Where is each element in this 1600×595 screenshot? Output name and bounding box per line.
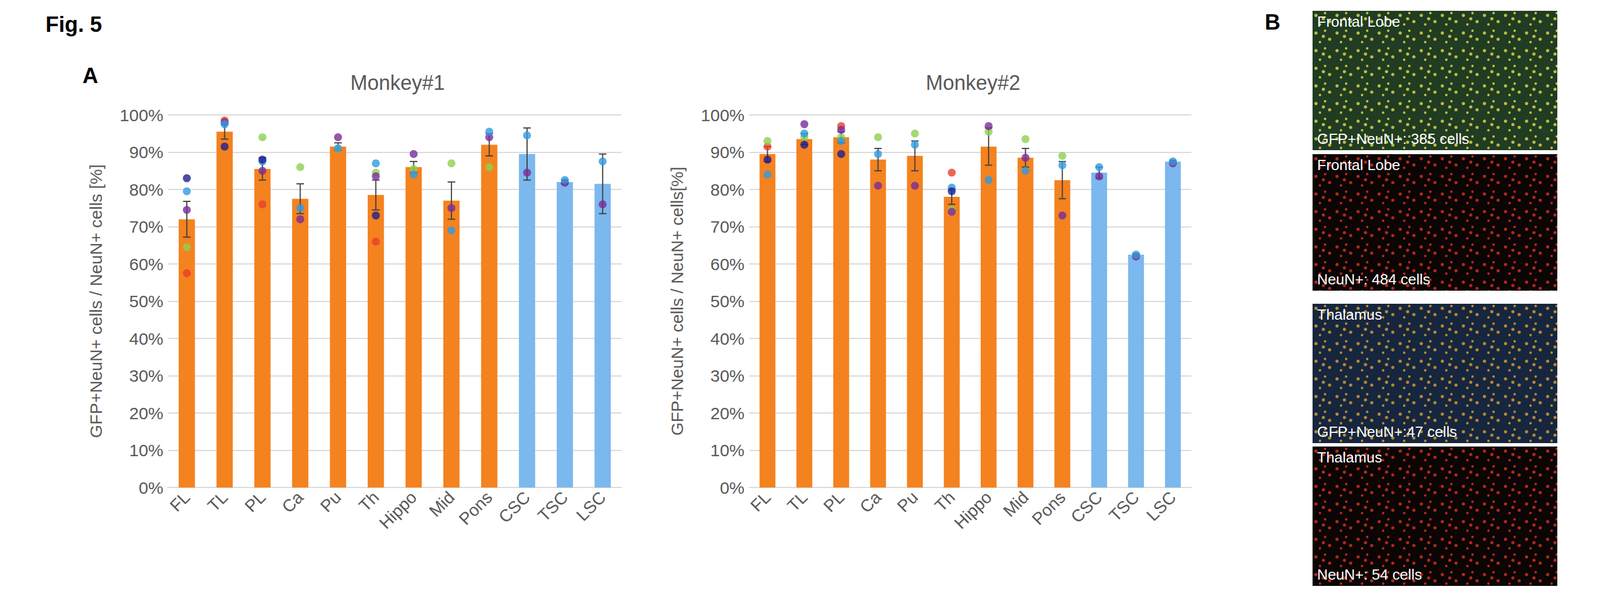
svg-text:100%: 100% xyxy=(700,105,745,125)
svg-text:TL: TL xyxy=(203,487,232,516)
html-text:GFP+NeuN+: 385 cells: GFP+NeuN+: 385 cells xyxy=(1317,130,1470,148)
svg-text:40%: 40% xyxy=(710,329,745,349)
svg-text:Th: Th xyxy=(355,487,383,516)
svg-text:20%: 20% xyxy=(710,404,745,423)
svg-text:TSC: TSC xyxy=(533,487,572,526)
svg-text:30%: 30% xyxy=(710,366,745,386)
svg-text:CSC: CSC xyxy=(495,487,534,527)
svg-text:Th: Th xyxy=(931,487,959,516)
svg-text:10%: 10% xyxy=(710,441,745,460)
svg-text:CSC: CSC xyxy=(1067,487,1106,527)
svg-text:90%: 90% xyxy=(710,142,745,162)
svg-text:GFP+NeuN+ cells / NeuN+ cells: GFP+NeuN+ cells / NeuN+ cells [%] xyxy=(86,164,106,439)
svg-text:70%: 70% xyxy=(129,217,164,237)
svg-text:Pu: Pu xyxy=(316,487,345,516)
html-text:A: A xyxy=(82,63,99,88)
svg-text:Pons: Pons xyxy=(455,487,497,529)
svg-text:40%: 40% xyxy=(129,329,164,349)
svg-text:FL: FL xyxy=(166,487,194,516)
html-text:NeuN+: 54 cells: NeuN+: 54 cells xyxy=(1317,566,1423,584)
html-text:Thalamus: Thalamus xyxy=(1317,449,1383,467)
svg-text:50%: 50% xyxy=(710,291,745,311)
svg-text:Monkey#1: Monkey#1 xyxy=(350,71,445,95)
svg-text:Pu: Pu xyxy=(893,487,922,516)
html-text:Thalamus: Thalamus xyxy=(1317,306,1383,324)
svg-text:Pons: Pons xyxy=(1027,487,1069,529)
svg-text:90%: 90% xyxy=(129,142,164,162)
svg-text:LSC: LSC xyxy=(1142,487,1180,525)
svg-text:20%: 20% xyxy=(129,404,164,423)
svg-text:Mid: Mid xyxy=(999,487,1033,521)
svg-text:0%: 0% xyxy=(720,478,745,498)
svg-text:Ca: Ca xyxy=(856,487,886,517)
svg-text:GFP+NeuN+ cells / NeuN+ cells[: GFP+NeuN+ cells / NeuN+ cells[%] xyxy=(667,166,687,437)
svg-text:Monkey#2: Monkey#2 xyxy=(925,71,1020,95)
svg-text:10%: 10% xyxy=(129,441,164,460)
html-text:Fig. 5: Fig. 5 xyxy=(45,12,102,37)
html-text:NeuN+: 484 cells: NeuN+: 484 cells xyxy=(1317,270,1431,289)
svg-text:Hippo: Hippo xyxy=(375,487,421,533)
svg-text:60%: 60% xyxy=(129,254,164,274)
svg-text:TL: TL xyxy=(783,487,812,516)
svg-text:80%: 80% xyxy=(129,180,164,200)
svg-text:PL: PL xyxy=(819,487,848,516)
svg-text:Ca: Ca xyxy=(278,487,308,517)
svg-text:LSC: LSC xyxy=(572,487,610,525)
svg-text:Mid: Mid xyxy=(425,487,459,521)
svg-text:Hippo: Hippo xyxy=(950,487,996,533)
svg-text:FL: FL xyxy=(746,487,775,516)
svg-text:100%: 100% xyxy=(119,105,164,125)
html-text:GFP+NeuN+:47 cells: GFP+NeuN+:47 cells xyxy=(1317,423,1457,441)
svg-text:80%: 80% xyxy=(710,180,745,200)
svg-text:30%: 30% xyxy=(129,366,164,386)
svg-text:PL: PL xyxy=(240,487,269,516)
html-text:Frontal Lobe: Frontal Lobe xyxy=(1317,13,1401,31)
svg-text:50%: 50% xyxy=(129,291,164,311)
svg-text:TSC: TSC xyxy=(1105,487,1143,526)
html-text:Frontal Lobe: Frontal Lobe xyxy=(1317,156,1401,174)
html-text:B: B xyxy=(1264,10,1281,35)
svg-text:70%: 70% xyxy=(710,217,745,237)
svg-text:0%: 0% xyxy=(138,478,164,498)
svg-text:60%: 60% xyxy=(710,254,745,274)
